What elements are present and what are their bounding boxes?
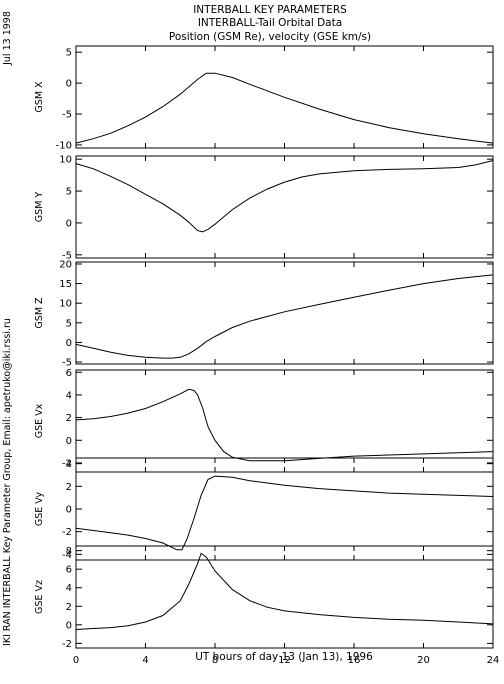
panel-frame — [75, 457, 494, 561]
series-line-gsm-y — [75, 160, 494, 233]
y-tick-label: 0 — [66, 79, 72, 90]
y-tick-label: 0 — [66, 505, 72, 516]
y-tick-label: -2 — [62, 458, 72, 469]
panel-frame — [75, 261, 494, 365]
y-axis-label: GSM Y — [34, 192, 45, 223]
y-tick-label: -2 — [62, 527, 72, 538]
x-tick-label: 24 — [487, 655, 500, 666]
series-line-gsm-x — [75, 72, 494, 144]
chart-title-line-2: INTERBALL-Tail Orbital Data — [198, 17, 342, 29]
panel-1: 5 0 -5 -10 GSM X — [34, 45, 494, 151]
y-tick-label: 0 — [66, 436, 72, 447]
date-label: Jul 13 1998 — [2, 11, 13, 66]
y-tick-label: 0 — [66, 218, 72, 229]
y-tick-label: 5 — [66, 187, 72, 198]
x-tick-label: 0 — [73, 655, 79, 666]
y-tick-label: 6 — [66, 565, 72, 576]
x-tick-label: 16 — [348, 655, 361, 666]
y-tick-label: 5 — [66, 318, 72, 329]
panel-3: 20 15 10 5 0 -5 GSM Z — [34, 259, 494, 369]
panel-frame — [75, 545, 494, 649]
y-tick-label: 2 — [66, 602, 72, 613]
series-line-gsm-z — [75, 274, 494, 359]
chart-title-line-1: INTERBALL KEY PARAMETERS — [193, 4, 347, 16]
y-tick-label: 5 — [66, 48, 72, 59]
y-axis-label: GSM Z — [34, 297, 45, 329]
x-axis-label: UT hours of day 13 (Jan 13), 1996 — [195, 651, 373, 663]
x-tick-label: 20 — [417, 655, 430, 666]
panel-2: 10 5 0 -5 GSM Y — [34, 155, 494, 261]
y-axis-label: GSE Vy — [34, 491, 45, 526]
x-tick-label: 4 — [142, 655, 148, 666]
y-tick-label: 4 — [66, 459, 72, 470]
y-tick-label: 2 — [66, 482, 72, 493]
panel-frame — [75, 155, 494, 259]
y-tick-label: 8 — [66, 546, 72, 557]
y-axis-label: GSE Vz — [34, 580, 45, 614]
y-tick-label: -2 — [62, 639, 72, 650]
panel-5: 4 2 0 -2 -4 GSE Vy — [34, 457, 494, 561]
y-tick-label: -5 — [62, 250, 72, 261]
y-tick-label: 2 — [66, 413, 72, 424]
panel-frame — [75, 369, 494, 473]
y-tick-label: -10 — [56, 140, 72, 151]
series-line-gse-vy — [75, 475, 494, 551]
panel-6: 8 6 4 2 0 -2 GSE Vz — [34, 545, 494, 650]
y-axis-label: GSM X — [34, 81, 45, 113]
y-tick-label: 4 — [66, 390, 72, 401]
series-line-gse-vz — [75, 552, 494, 630]
x-axis: 0 4 8 12 16 20 24 — [73, 655, 500, 666]
chart-title-line-3: Position (GSM Re), velocity (GSE km/s) — [169, 31, 371, 43]
y-tick-label: 4 — [66, 583, 72, 594]
y-tick-label: 6 — [66, 368, 72, 379]
x-tick-label: 8 — [212, 655, 218, 666]
y-tick-label: 10 — [59, 155, 72, 166]
y-tick-label: -4 — [62, 550, 72, 561]
x-tick-label: 12 — [278, 655, 291, 666]
y-tick-label: -5 — [62, 358, 72, 369]
y-tick-label: 10 — [59, 299, 72, 310]
y-tick-label: -5 — [62, 110, 72, 121]
side-credit-label: IKI RAN INTERBALL Key Parameter Group, E… — [2, 318, 13, 646]
y-tick-label: 0 — [66, 620, 72, 631]
series-line-gse-vx — [75, 388, 494, 462]
y-axis-label: GSE Vx — [34, 403, 45, 438]
y-tick-label: 15 — [59, 279, 72, 290]
y-tick-label: 20 — [59, 259, 72, 270]
y-tick-label: 0 — [66, 338, 72, 349]
panel-4: 6 4 2 0 -2 GSE Vx — [34, 368, 494, 473]
